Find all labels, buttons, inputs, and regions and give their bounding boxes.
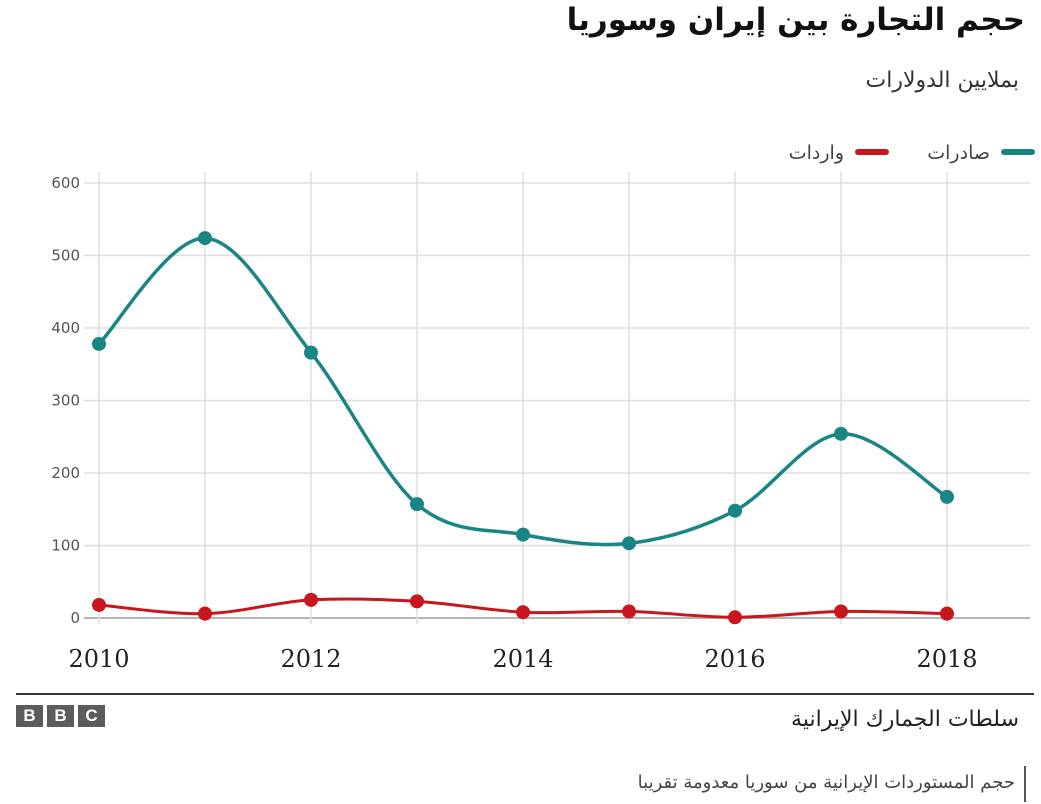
data-point-series-0 <box>516 527 530 542</box>
data-point-series-1 <box>516 605 530 620</box>
line-chart: صادرات واردات 600 500 400 300 200 100 0 2010 2012… <box>51 142 1035 673</box>
chart-subtitle: بملايين الدولارات <box>865 68 1019 93</box>
y-tick-label: 0 <box>70 609 80 627</box>
data-point-series-1 <box>834 604 848 619</box>
chart-title: حجم التجارة بين إيران وسوريا <box>566 2 1025 38</box>
image-caption: حجم المستوردات الإيرانية من سوريا معدومة… <box>637 772 1015 793</box>
x-tick-label: 2016 <box>704 645 765 673</box>
x-tick-label: 2018 <box>916 645 977 673</box>
data-point-series-1 <box>92 597 106 612</box>
data-point-series-0 <box>92 336 106 351</box>
data-point-series-0 <box>304 345 318 360</box>
y-tick-label: 500 <box>51 247 80 265</box>
data-point-series-1 <box>728 610 742 625</box>
y-tick-label: 300 <box>51 392 80 410</box>
data-point-series-0 <box>834 426 848 441</box>
data-point-series-0 <box>622 536 636 551</box>
bbc-logo-letter: B <box>16 705 43 727</box>
data-point-series-0 <box>198 231 212 246</box>
data-point-series-0 <box>940 489 954 504</box>
source-text: سلطات الجمارك الإيرانية <box>791 707 1019 732</box>
data-point-series-1 <box>940 606 954 621</box>
data-point-series-0 <box>728 503 742 518</box>
y-tick-label: 400 <box>51 319 80 337</box>
y-tick-label: 100 <box>51 537 80 555</box>
footer-divider <box>16 693 1034 695</box>
data-point-series-0 <box>410 497 424 512</box>
x-tick-label: 2010 <box>68 645 129 673</box>
y-tick-label: 600 <box>51 174 80 192</box>
data-point-series-1 <box>410 594 424 609</box>
y-tick-label: 200 <box>51 464 80 482</box>
bbc-logo-letter: C <box>78 705 105 727</box>
legend-label: واردات <box>789 142 844 164</box>
caption-accent-bar <box>1024 766 1026 802</box>
series-line-0 <box>97 236 948 547</box>
bbc-logo: B B C <box>16 705 105 727</box>
data-point-series-1 <box>198 606 212 621</box>
data-point-series-1 <box>304 592 318 607</box>
legend-label: صادرات <box>927 142 990 164</box>
data-point-series-1 <box>622 604 636 619</box>
bbc-logo-letter: B <box>47 705 74 727</box>
x-tick-label: 2012 <box>280 645 341 673</box>
x-tick-label: 2014 <box>492 645 553 673</box>
